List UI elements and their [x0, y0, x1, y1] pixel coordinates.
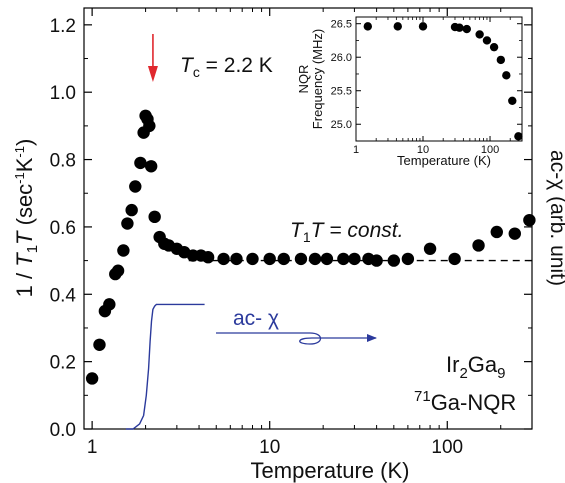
data-point: [93, 338, 106, 351]
data-point: [263, 252, 276, 266]
data-point: [117, 244, 130, 257]
data-point: [320, 252, 334, 266]
inset-x-tick-label: 1: [353, 144, 359, 156]
data-point: [230, 252, 243, 266]
inset-chart: 1 10 100 26.5 26.0 25.5 25.0 Temperature (K) N…: [296, 16, 523, 168]
y-tick-label: 0.2: [50, 353, 76, 374]
main-x-axis-label: Temperature (K): [251, 458, 410, 483]
inset-x-axis-label: Temperature (K): [397, 153, 491, 168]
ac-chi-arrow: [216, 332, 377, 345]
data-point: [129, 180, 142, 193]
tc-arrow-head: [147, 66, 158, 82]
inset-data-point: [455, 23, 464, 32]
y-tick-label: 1.2: [50, 16, 76, 37]
inset-data-point: [502, 71, 511, 80]
ac-chi-label: ac- χ: [233, 307, 279, 330]
inset-x-tick-label: 100: [481, 144, 499, 156]
inset-data-point: [475, 30, 484, 39]
data-point: [370, 254, 383, 267]
inset-y-tick-label: 26.0: [331, 52, 352, 64]
data-point: [508, 227, 521, 240]
y-tick-label: 1.0: [50, 83, 76, 104]
data-point: [523, 213, 536, 227]
inset-data-point: [514, 132, 523, 141]
x-tick-label: 100: [431, 437, 463, 458]
inset-y-axis-label-line2: Frequency (MHz): [310, 29, 325, 129]
data-point: [246, 252, 259, 266]
tc-annotation: Tc = 2.2 K: [180, 54, 273, 80]
x-tick-label: 1: [87, 437, 98, 458]
inset-y-tick-label: 26.5: [331, 19, 352, 31]
inset-data-point: [363, 22, 373, 31]
data-point: [448, 252, 461, 266]
data-point: [125, 203, 138, 217]
y-tick-label: 0.0: [50, 420, 76, 441]
data-point: [337, 252, 350, 266]
inset-y-tick-label: 25.5: [331, 86, 352, 98]
data-point: [294, 252, 308, 266]
inset-data-point: [496, 55, 506, 65]
data-point: [308, 252, 322, 266]
data-point: [143, 119, 156, 133]
inset-data-point: [418, 22, 428, 31]
data-point: [472, 239, 485, 252]
data-point: [423, 242, 437, 256]
data-point: [134, 156, 147, 170]
t1t-const-annotation: T1T = const.: [290, 219, 403, 245]
data-point: [277, 252, 290, 266]
data-point: [490, 225, 503, 239]
x-tick-label: 10: [259, 437, 280, 458]
main-axis-tick-labels: 1 10 100 0.0 0.2 0.4 0.6 0.8 1.0 1.2: [50, 16, 464, 458]
nqr-nucleus-label: 71Ga-NQR: [414, 388, 516, 415]
inset-y-tick-label: 25.0: [331, 119, 352, 131]
data-point: [217, 252, 230, 266]
inset-data-point: [393, 22, 402, 31]
compound-label: Ir2Ga9: [446, 352, 506, 382]
data-point: [121, 217, 134, 230]
inset-plot-frame: [355, 16, 523, 142]
inset-x-tick-label: 10: [417, 144, 429, 156]
inset-axis-tick-labels: 1 10 100 26.5 26.0 25.5 25.0: [331, 19, 500, 156]
inset-data-points: [363, 22, 523, 141]
inset-data-point: [462, 24, 471, 34]
y-tick-label: 0.4: [50, 285, 77, 306]
main-axis-ticks: [84, 8, 533, 430]
data-point: [148, 210, 161, 224]
inset-data-point: [489, 42, 499, 52]
right-axis-label: ac-χ (arb. unit): [546, 150, 565, 286]
inset-data-point: [482, 36, 492, 45]
data-point: [111, 264, 125, 277]
y-tick-label: 0.6: [50, 218, 76, 239]
data-point: [348, 252, 361, 266]
y-tick-label: 0.8: [50, 151, 76, 172]
t1t-data-points: [85, 109, 536, 385]
ac-chi-curve: [125, 303, 205, 430]
data-point: [387, 254, 401, 267]
inset-data-point: [508, 96, 517, 105]
data-point: [103, 298, 116, 311]
inset-axis-ticks: [355, 17, 523, 142]
data-point: [401, 252, 415, 266]
inset-y-axis-label-line1: NQR: [296, 65, 311, 94]
main-y-axis-label: 1 / T1T (sec-1K-1): [12, 139, 41, 298]
data-point: [144, 160, 158, 173]
data-point: [85, 372, 99, 385]
data-point: [201, 251, 215, 264]
